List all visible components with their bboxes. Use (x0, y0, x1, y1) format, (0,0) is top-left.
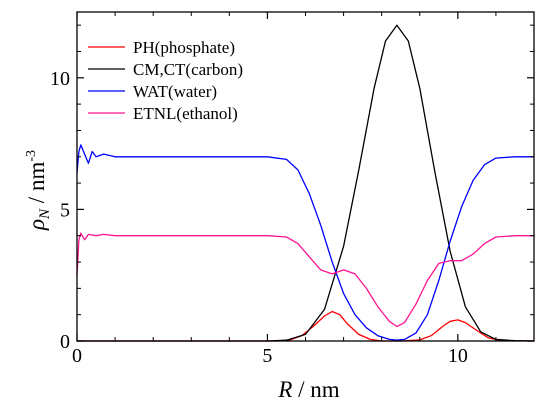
series-line-1 (77, 310, 535, 342)
series-line-3 (76, 144, 534, 341)
x-axis-separator: / (292, 377, 310, 402)
ticks-layer (76, 12, 535, 342)
series-line-4 (76, 232, 534, 328)
x-tick-label: 10 (448, 345, 468, 367)
y-tick-label: 0 (60, 331, 70, 353)
y-axis-unit: nm (24, 162, 49, 192)
x-axis-unit: nm (310, 377, 340, 402)
y-axis-superscript: -3 (24, 150, 39, 162)
x-axis-label: R / nm (277, 377, 339, 402)
y-axis-subscript: N (37, 208, 53, 220)
legend-label-1: PH(phosphate) (133, 38, 235, 57)
legend-label-3: WAT(water) (133, 82, 217, 101)
tick-labels-layer: 0 5 10 0 5 10 (50, 68, 468, 367)
y-axis-label: ρN / nm-3 (24, 150, 53, 231)
y-axis-separator: / (24, 191, 49, 209)
x-axis-symbol: R (277, 377, 292, 402)
y-tick-label: 5 (60, 199, 70, 221)
legend: PH(phosphate) CM,CT(carbon) WAT(water) ETNL… (88, 38, 243, 123)
y-tick-label: 10 (50, 68, 70, 90)
x-tick-label: 5 (262, 345, 272, 367)
legend-label-4: ETNL(ethanol) (133, 104, 238, 123)
y-axis-symbol: ρ (24, 219, 49, 231)
series-line-2 (77, 24, 535, 342)
x-tick-label: 0 (72, 345, 82, 367)
legend-label-2: CM,CT(carbon) (133, 60, 243, 79)
